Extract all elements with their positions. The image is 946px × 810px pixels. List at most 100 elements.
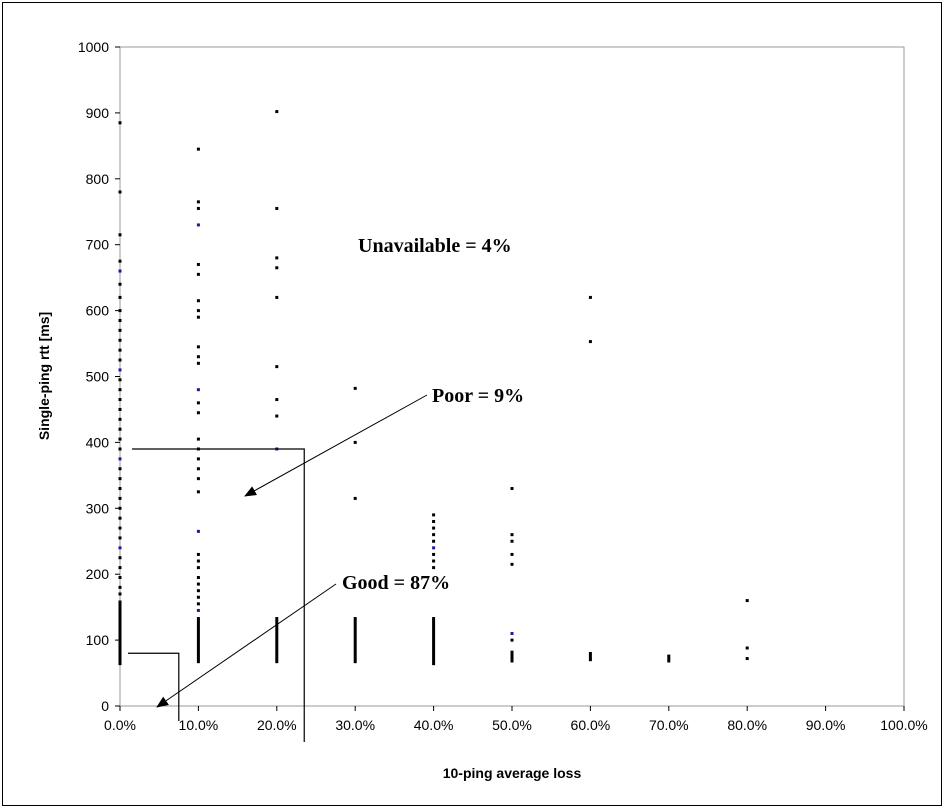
data-point <box>196 566 200 570</box>
data-point <box>275 414 279 418</box>
data-point <box>196 490 200 494</box>
good-region-outline <box>128 652 180 721</box>
good-label: Good = 87% <box>342 572 450 594</box>
data-point <box>196 529 200 533</box>
data-point <box>588 295 592 299</box>
data-point <box>118 427 122 431</box>
y-tick-label: 100 <box>86 632 110 648</box>
data-point <box>118 417 122 421</box>
unavailable-label: Unavailable = 4% <box>358 235 512 257</box>
data-point <box>118 556 122 560</box>
data-point <box>510 539 514 543</box>
y-tick-label: 200 <box>86 566 110 582</box>
data-point <box>275 256 279 260</box>
data-point <box>196 200 200 204</box>
data-point <box>118 437 122 441</box>
data-point <box>118 516 122 520</box>
data-point <box>510 638 514 642</box>
data-point <box>353 386 357 390</box>
data-point <box>432 513 436 517</box>
data-point <box>118 190 122 194</box>
y-tick-label: 500 <box>86 369 110 385</box>
data-point <box>118 368 122 372</box>
y-tick-label: 900 <box>86 105 110 121</box>
data-point <box>353 496 357 500</box>
data-point <box>118 358 122 362</box>
data-point <box>432 519 436 523</box>
x-tick-label: 40.0% <box>414 717 454 733</box>
data-point <box>196 388 200 392</box>
x-axis-title: 10-ping average loss <box>443 765 582 781</box>
data-point <box>510 487 514 491</box>
poor-label: Poor = 9% <box>432 385 524 407</box>
x-tick-label: 80.0% <box>727 717 767 733</box>
data-point <box>118 585 122 589</box>
data-point <box>196 411 200 415</box>
data-point <box>118 318 122 322</box>
x-tick-label: 20.0% <box>257 717 297 733</box>
data-point <box>118 348 122 352</box>
data-point <box>118 338 122 342</box>
x-tick-label: 60.0% <box>571 717 611 733</box>
data-point <box>275 110 279 114</box>
data-point <box>588 340 592 344</box>
data-point <box>118 477 122 481</box>
data-point <box>118 536 122 540</box>
data-point <box>196 589 200 593</box>
data-point <box>118 233 122 237</box>
data-point <box>118 506 122 510</box>
data-point <box>196 608 200 612</box>
x-tick-label: 0.0% <box>104 717 136 733</box>
y-tick-label: 700 <box>86 237 110 253</box>
data-point <box>118 309 122 313</box>
x-tick-label: 50.0% <box>492 717 532 733</box>
data-point <box>510 533 514 537</box>
x-tick-label: 70.0% <box>649 717 689 733</box>
data-point <box>118 407 122 411</box>
data-point <box>196 206 200 210</box>
y-tick-label: 800 <box>86 171 110 187</box>
y-tick-label: 300 <box>86 500 110 516</box>
data-point <box>196 602 200 606</box>
data-point <box>118 282 122 286</box>
data-point <box>118 388 122 392</box>
data-point <box>432 566 436 570</box>
data-point <box>118 526 122 530</box>
data-point <box>196 595 200 599</box>
data-point <box>196 477 200 481</box>
plot-area <box>119 46 905 707</box>
poor-arrow <box>244 394 428 497</box>
data-point <box>118 447 122 451</box>
data-point <box>118 575 122 579</box>
region-boxes <box>128 448 305 742</box>
data-point <box>275 365 279 369</box>
data-point <box>196 309 200 313</box>
y-tick-label: 400 <box>86 434 110 450</box>
data-point <box>196 262 200 266</box>
good-arrow <box>156 583 337 708</box>
data-point <box>432 526 436 530</box>
data-point <box>196 272 200 276</box>
x-tick-label: 100.0% <box>880 717 927 733</box>
data-point <box>432 546 436 550</box>
data-point <box>275 266 279 270</box>
data-point <box>118 328 122 332</box>
data-point <box>745 657 749 661</box>
data-points <box>118 110 749 661</box>
data-point <box>275 206 279 210</box>
data-point <box>118 467 122 471</box>
data-point <box>118 398 122 402</box>
data-point <box>510 562 514 566</box>
x-tick-label: 10.0% <box>179 717 219 733</box>
data-point <box>745 646 749 650</box>
data-point <box>118 566 122 570</box>
data-point <box>745 599 749 603</box>
data-point <box>118 592 122 596</box>
data-point <box>432 559 436 563</box>
data-point <box>196 361 200 365</box>
data-point <box>196 355 200 359</box>
data-point <box>118 546 122 550</box>
data-point <box>196 559 200 563</box>
poor-region-outline <box>132 448 305 742</box>
